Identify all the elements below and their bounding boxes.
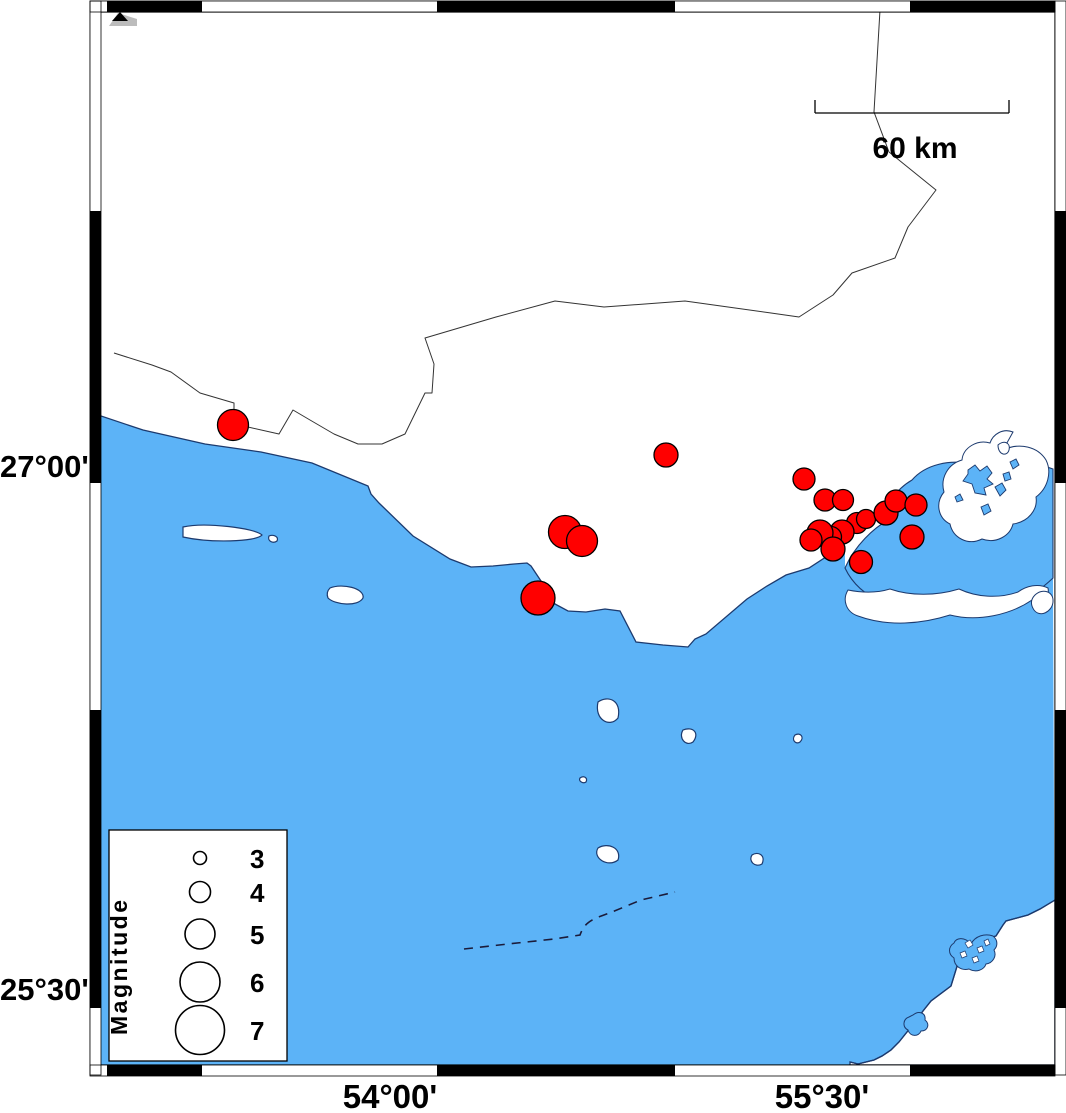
svg-text:60 km: 60 km: [872, 132, 957, 165]
svg-text:Magnitude: Magnitude: [106, 898, 132, 1036]
svg-text:5: 5: [250, 920, 264, 950]
svg-text:7: 7: [250, 1016, 264, 1046]
svg-text:6: 6: [250, 968, 264, 998]
svg-text:55°30': 55°30': [775, 1078, 869, 1113]
svg-text:27°00': 27°00': [0, 449, 89, 484]
svg-text:25°30': 25°30': [0, 972, 89, 1007]
svg-text:3: 3: [250, 844, 264, 874]
svg-text:4: 4: [250, 878, 265, 908]
svg-text:54°00': 54°00': [343, 1078, 437, 1113]
